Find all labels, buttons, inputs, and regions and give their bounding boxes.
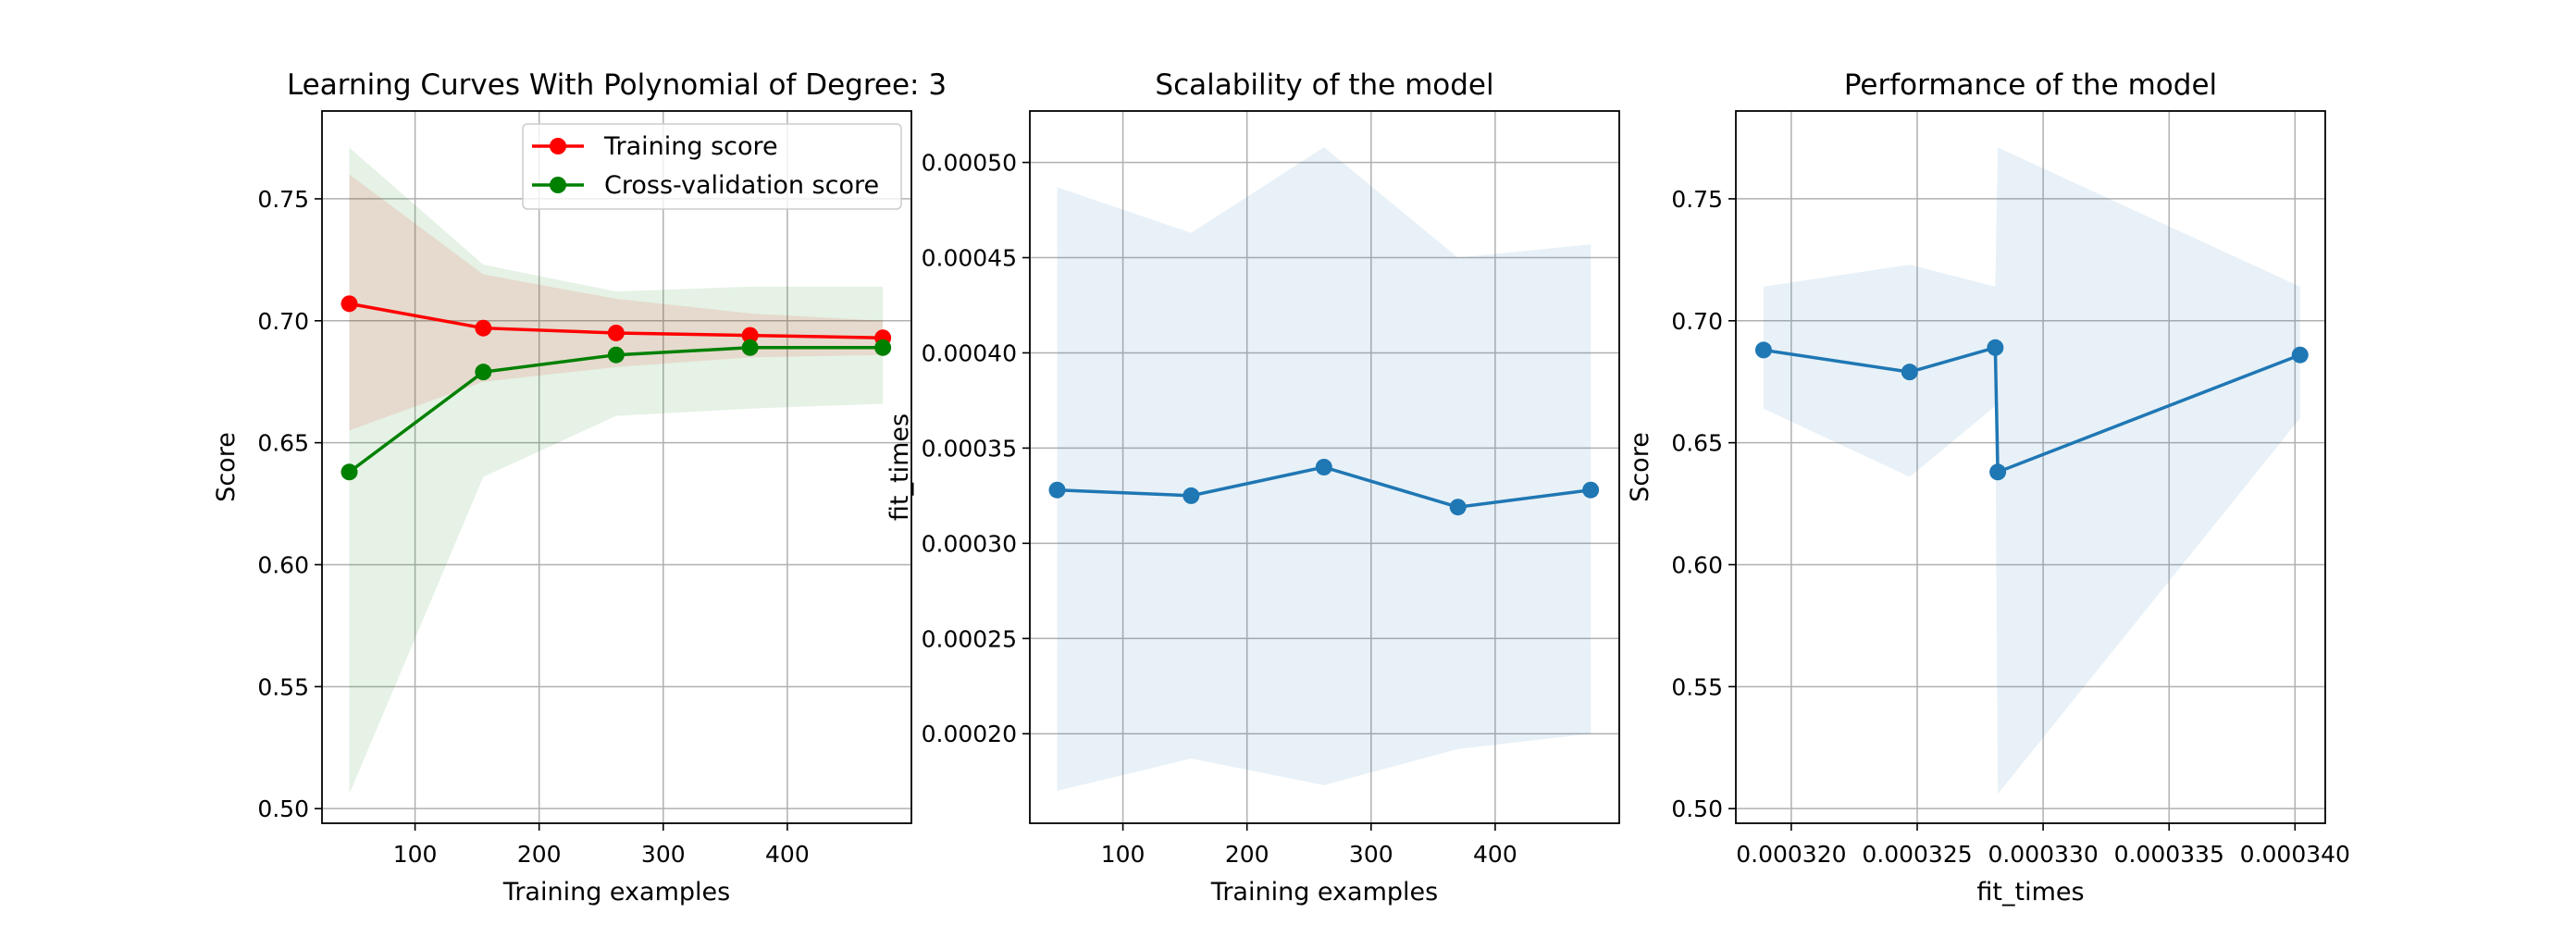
x-tick-label: 0.000325	[1862, 841, 1972, 868]
x-tick-label: 400	[1473, 841, 1517, 868]
y-tick-label: 0.00040	[922, 339, 1017, 366]
y-tick-label: 0.60	[1671, 551, 1723, 578]
data-point	[1582, 481, 1600, 499]
y-tick-label: 0.50	[257, 796, 309, 822]
chart-title: Performance of the model	[1844, 68, 2217, 102]
plot-frame	[321, 110, 912, 824]
data-point	[607, 346, 625, 364]
chart-3: 0.000320 0.000325 0.000330 0.000335 0.000340…	[1626, 68, 2350, 906]
x-tick-label: 400	[765, 841, 810, 868]
y-tick-label: 0.50	[1671, 796, 1723, 822]
x-tick-label: 300	[641, 841, 686, 868]
x-axis-label: Training examples	[502, 878, 730, 906]
data-point	[1315, 459, 1332, 475]
x-tick-label: 200	[517, 841, 562, 868]
data-point	[475, 319, 492, 337]
y-tick-label: 0.00035	[922, 435, 1017, 462]
y-tick-label: 0.70	[257, 308, 309, 335]
data-point	[1901, 364, 1918, 381]
y-tick-label: 0.00045	[922, 245, 1017, 272]
data-point	[1183, 487, 1200, 504]
y-tick-label: 0.75	[1671, 186, 1723, 213]
data-point	[2291, 346, 2309, 364]
y-tick-label: 0.65	[1671, 430, 1723, 457]
y-tick-label: 0.75	[257, 186, 309, 213]
x-tick-label: 200	[1225, 841, 1269, 868]
y-tick-label: 0.60	[257, 551, 309, 578]
y-tick-label: 0.00025	[922, 625, 1017, 652]
x-tick-label: 300	[1349, 841, 1393, 868]
data-point	[607, 324, 625, 341]
data-point	[741, 327, 759, 344]
data-point	[1987, 339, 2004, 356]
x-tick-label: 100	[393, 841, 438, 868]
y-tick-label: 0.65	[257, 430, 309, 457]
y-tick-label: 0.00030	[922, 530, 1017, 557]
y-tick-label: 0.55	[1671, 673, 1723, 700]
chart-2: 100 200 300 400 0.00020 0.00025 0.00030 0.00035…	[886, 68, 1620, 906]
legend-label-2: Cross-validation score	[604, 171, 879, 200]
y-axis-label: Score	[212, 432, 241, 502]
legend: Training score Cross-validation score	[522, 123, 902, 210]
y-axis-label: fit_times	[886, 413, 914, 521]
data-point	[475, 364, 492, 381]
data-point	[1048, 481, 1066, 499]
legend-marker-1	[550, 138, 566, 154]
confidence-band-2	[349, 147, 884, 795]
x-tick-label: 0.000320	[1736, 841, 1846, 868]
grid	[1736, 111, 2325, 823]
y-tick-label: 0.00020	[922, 721, 1017, 747]
confidence-band-1	[1763, 147, 2300, 795]
legend-label-1: Training score	[603, 132, 778, 161]
grid	[1030, 111, 1619, 823]
y-tick-label: 0.55	[257, 673, 309, 700]
x-axis-label: Training examples	[1210, 878, 1438, 906]
data-point	[1754, 341, 1772, 359]
x-tick-label: 100	[1101, 841, 1146, 868]
chart-1: 100 200 300 400 0.50 0.55 0.60 0.65 0.70 0.75 Lear…	[212, 68, 947, 906]
x-tick-label: 0.000340	[2240, 841, 2350, 868]
chart-title: Scalability of the model	[1155, 68, 1493, 102]
plot-frame	[1029, 110, 1620, 824]
y-tick-label: 0.00050	[922, 150, 1017, 177]
data-point	[741, 339, 759, 356]
y-tick-label: 0.70	[1671, 308, 1723, 335]
x-axis-label: fit_times	[1976, 878, 2084, 906]
legend-box	[522, 123, 902, 210]
data-point	[874, 339, 892, 356]
data-point	[341, 463, 358, 481]
x-tick-label: 0.000330	[1988, 841, 2098, 868]
y-axis-label: Score	[1626, 432, 1654, 502]
plot-frame	[1735, 110, 2326, 824]
data-point	[1989, 463, 2007, 481]
data-point	[1449, 499, 1467, 516]
legend-marker-2	[550, 177, 566, 193]
x-tick-label: 0.000335	[2114, 841, 2224, 868]
data-point	[341, 295, 358, 313]
chart-title: Learning Curves With Polynomial of Degre…	[287, 68, 947, 102]
